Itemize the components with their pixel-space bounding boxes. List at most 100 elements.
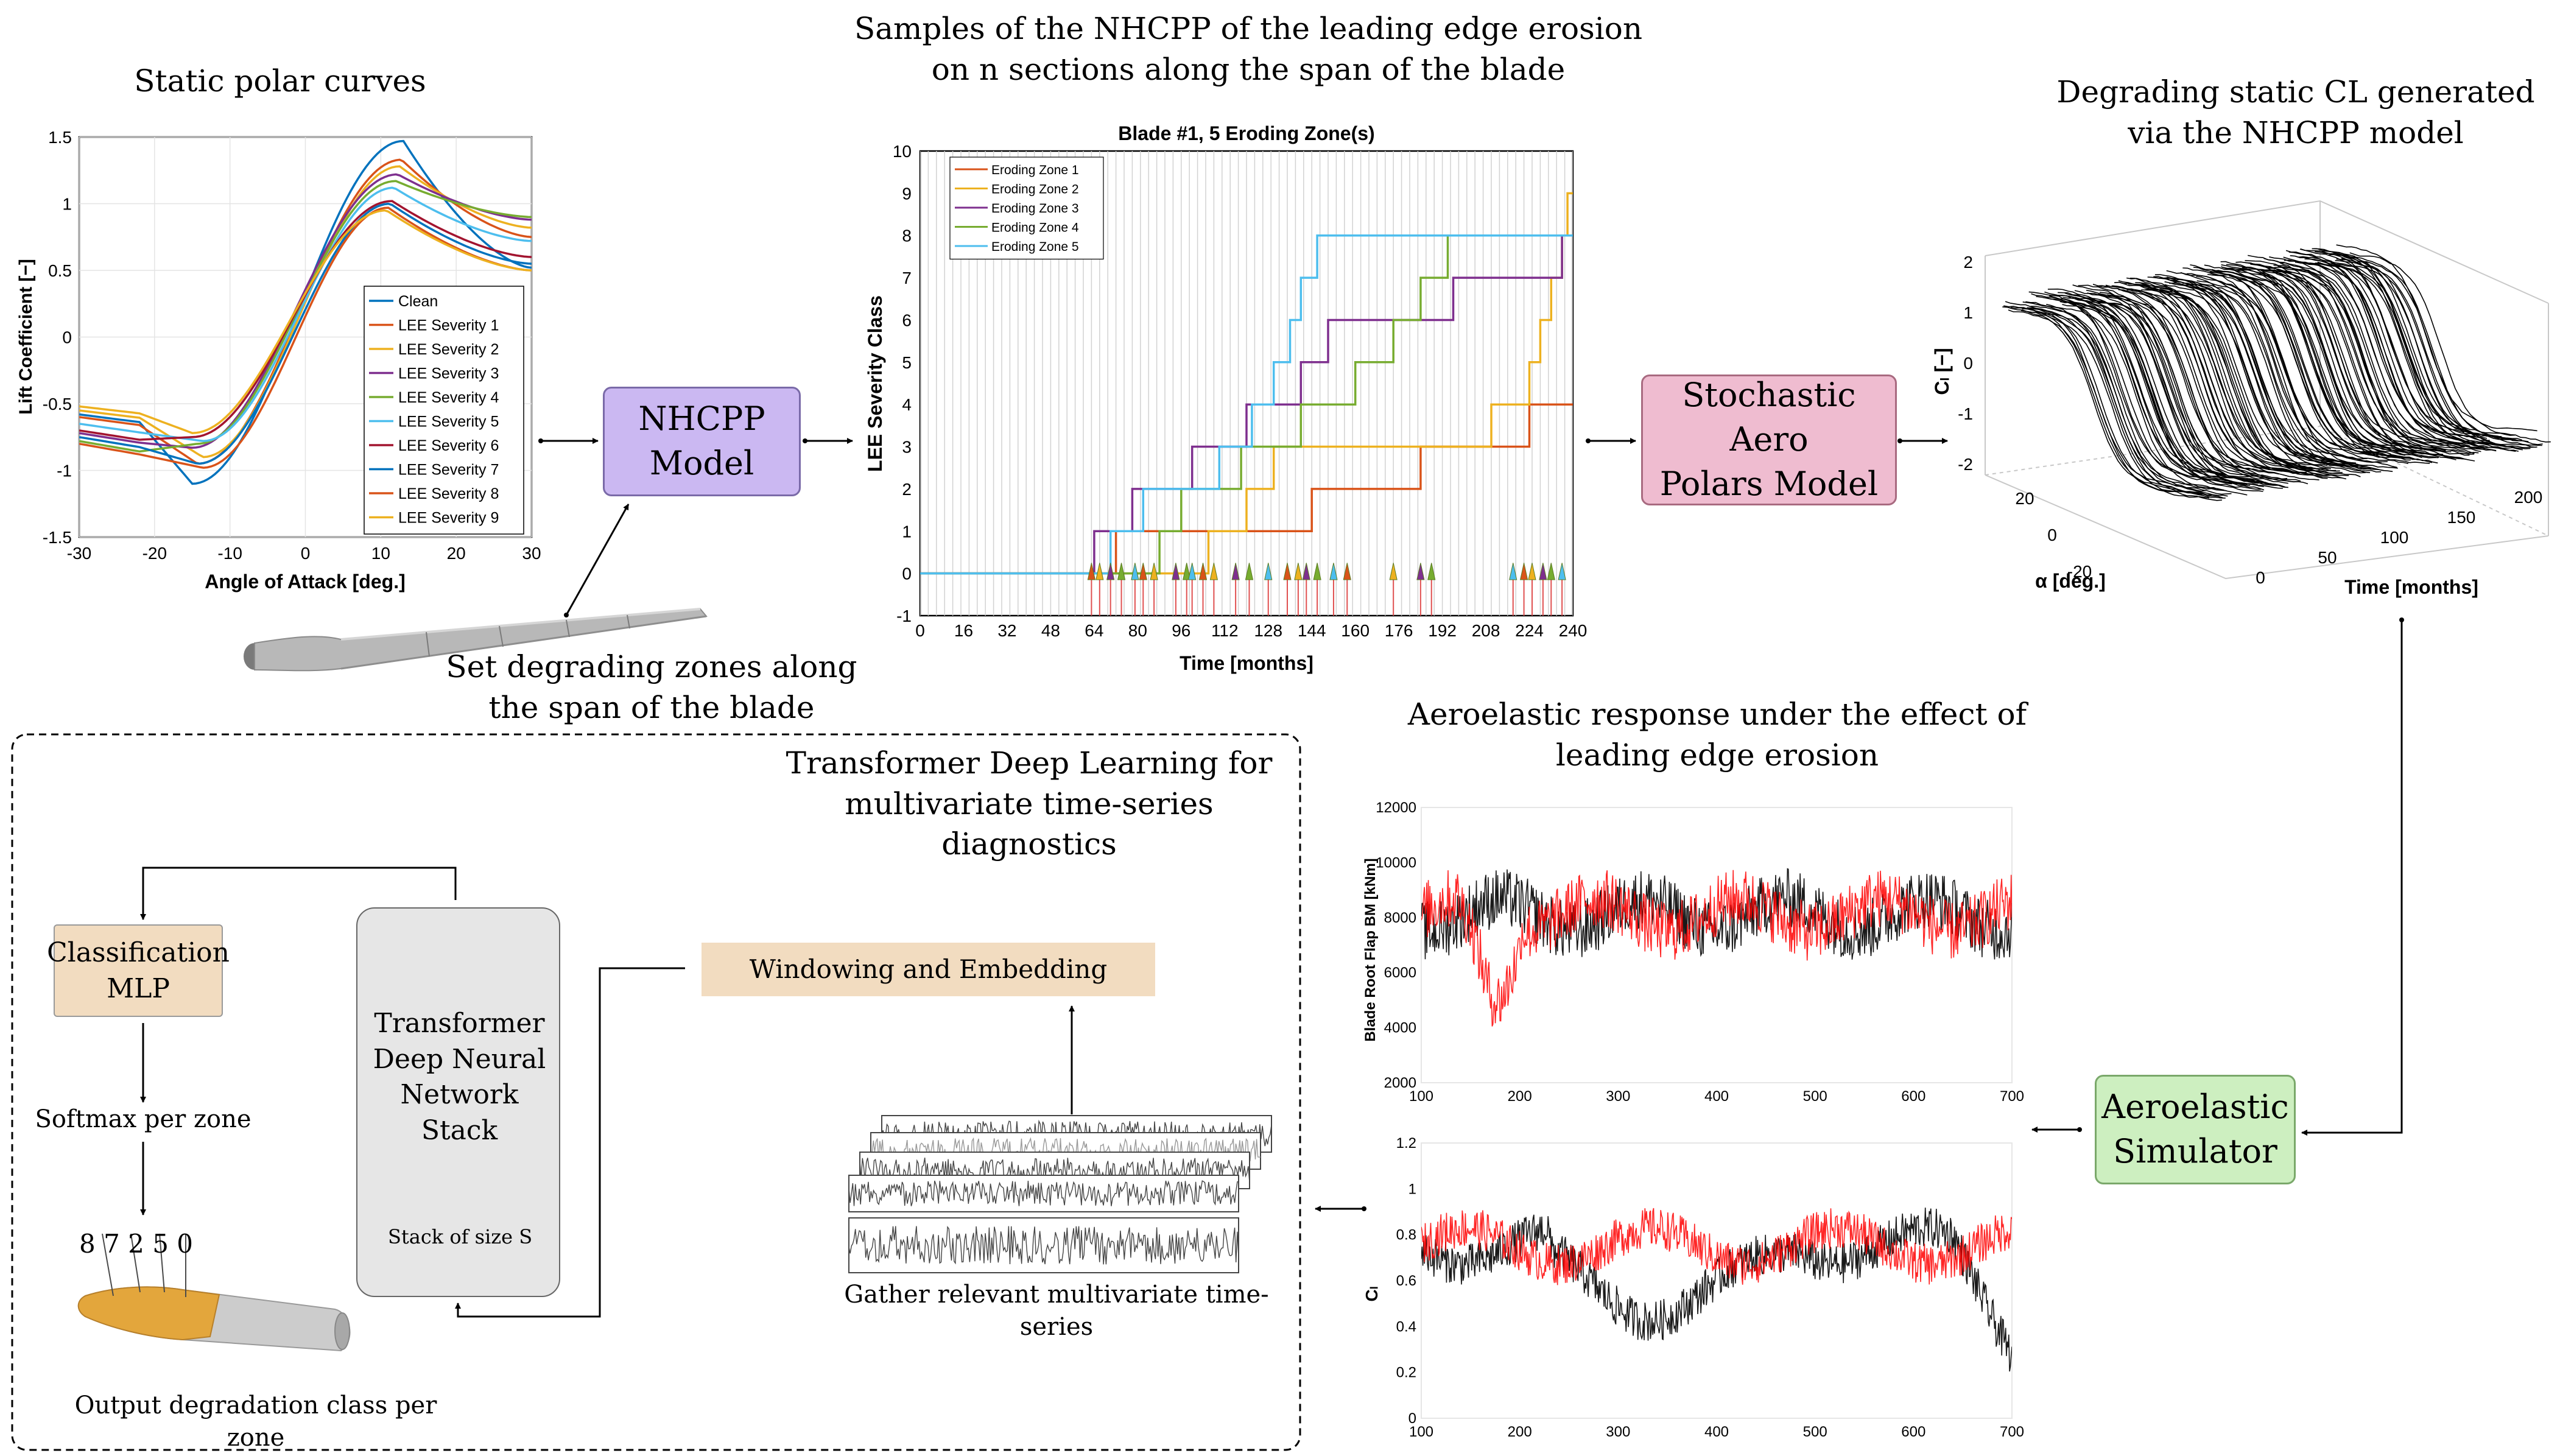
windowing-embedding-box[interactable]: Windowing and Embedding	[702, 943, 1155, 996]
polar-xtick: -10	[217, 544, 242, 563]
surface-curve	[2128, 283, 2330, 475]
surface-curve	[2277, 266, 2479, 454]
nhcpp-event-marker	[1389, 563, 1398, 580]
surface-curve	[2321, 261, 2523, 451]
nhcpp-event-marker	[1131, 563, 1139, 580]
nhcpp-xtick: 208	[1472, 621, 1500, 640]
surface-curve	[2207, 273, 2409, 464]
nhcpp-xtick: 16	[954, 621, 973, 640]
polar-legend-entry: LEE Severity 9	[398, 510, 499, 527]
polar-xlabel: Angle of Attack [deg.]	[205, 571, 405, 593]
polar-xtick: 30	[522, 544, 541, 563]
surface-alpha-label: α [deg.]	[2035, 570, 2106, 592]
nhcpp-event-marker	[1539, 563, 1547, 580]
surface-curve	[2059, 301, 2261, 490]
nhcpp-xtick: 240	[1559, 621, 1588, 640]
surface-alpha-tick: 20	[2015, 489, 2034, 508]
nhcpp-series-line	[920, 234, 1573, 575]
polar-legend-entry: LEE Severity 7	[398, 462, 499, 479]
nhcpp-legend-entry: Eroding Zone 2	[991, 183, 1079, 197]
surface-curve	[2204, 264, 2406, 456]
caption-static-polar: Static polar curves	[134, 63, 426, 99]
surface-curve	[2228, 275, 2430, 464]
surface-curve	[2020, 310, 2222, 501]
surface-curve	[2263, 258, 2465, 448]
surface-curve	[2062, 301, 2265, 491]
flap-ytick: 12000	[1376, 800, 1416, 816]
polar-ytick: -1.5	[43, 528, 72, 547]
transformer-section-title: Transformer Deep Learning for multivaria…	[786, 745, 1273, 862]
classification-mlp-box[interactable]: Classification MLP	[47, 924, 230, 1017]
surface-time-tick: 200	[2514, 488, 2543, 507]
surface-curve	[2341, 258, 2542, 446]
flap-ytick: 4000	[1384, 1020, 1416, 1036]
polar-series-line	[79, 206, 532, 469]
nhcpp-legend-entry: Eroding Zone 5	[991, 240, 1079, 254]
surface-curve	[2097, 294, 2299, 483]
nhcpp-ytick: 6	[902, 311, 912, 329]
surface-curve	[2105, 284, 2307, 474]
nhcpp-event-marker	[1416, 563, 1425, 580]
surface-curve	[2008, 309, 2210, 499]
surface-time-tick: 150	[2447, 508, 2476, 527]
gather-time-series-label: Gather relevant multivariate time-series	[844, 1281, 1269, 1342]
nhcpp-ytick: -1	[896, 607, 912, 625]
nhcpp-legend-entry: Eroding Zone 4	[991, 221, 1079, 235]
surface-alpha-tick: -20	[2067, 562, 2092, 581]
nhcpp-event-marker	[1329, 563, 1338, 580]
nhcpp-model-box[interactable]: NHCPP Model	[603, 387, 801, 496]
surface-curve	[2273, 266, 2475, 455]
surface-curve	[2024, 311, 2226, 499]
nhcpp-event-marker	[1294, 563, 1303, 580]
surface-curve	[2237, 269, 2439, 459]
nhcpp-ytick: 8	[902, 227, 912, 245]
nhcpp-xtick: 224	[1515, 621, 1544, 640]
aeroelastic-simulator-box[interactable]: Aeroelastic Simulator	[2095, 1075, 2296, 1184]
nhcpp-ytick: 2	[902, 480, 912, 499]
nhcpp-xtick: 144	[1298, 621, 1326, 640]
nhcpp-ytick: 3	[902, 438, 912, 457]
surface-cl-tick: -1	[1958, 404, 1973, 423]
flap-xtick: 700	[2000, 1088, 2024, 1105]
transformer-stack-box[interactable]: Transformer Deep Neural Network Stack St…	[356, 907, 560, 1297]
surface-time-tick: 0	[2256, 568, 2265, 587]
nhcpp-xtick: 192	[1428, 621, 1457, 640]
nhcpp-ytick: 9	[902, 184, 912, 203]
surface-curves	[2002, 244, 2551, 501]
flap-xtick: 600	[1901, 1088, 1925, 1105]
nhcpp-ylabel: LEE Severity Class	[864, 295, 886, 472]
nhcpp-xtick: 96	[1172, 621, 1190, 640]
surface-cl-tick: 1	[1963, 303, 1973, 322]
transformer-section-frame	[11, 733, 1301, 1451]
nhcpp-event-marker	[1209, 563, 1218, 580]
nhcpp-event-marker	[1139, 563, 1147, 580]
surface-curve	[2081, 300, 2283, 489]
surface-curve	[2182, 283, 2384, 471]
polar-ytick: -0.5	[43, 395, 72, 413]
polar-legend-entry: LEE Severity 4	[398, 389, 499, 406]
surface-curve	[2022, 308, 2224, 499]
flap-xtick: 100	[1409, 1088, 1433, 1105]
flap-xtick: 200	[1508, 1088, 1532, 1105]
surface-curve	[2164, 281, 2366, 470]
surface-curve	[2298, 256, 2499, 446]
flap-ytick: 10000	[1376, 854, 1416, 871]
surface-curve	[2336, 258, 2537, 448]
flap-xtick: 400	[1704, 1088, 1729, 1105]
nhcpp-event-marker	[1106, 563, 1115, 580]
stochastic-aero-polars-box[interactable]: Stochastic Aero Polars Model	[1641, 375, 1897, 505]
polar-xtick: 0	[301, 544, 311, 563]
nhcpp-title: Blade #1, 5 Eroding Zone(s)	[1118, 122, 1374, 144]
nhcpp-legend-entry: Eroding Zone 1	[991, 163, 1079, 177]
surface-curve	[2010, 306, 2212, 496]
nhcpp-xtick: 128	[1254, 621, 1282, 640]
flap-ytick: 8000	[1384, 910, 1416, 926]
softmax-label: Softmax per zone	[35, 1105, 251, 1133]
surface-curve	[2106, 294, 2309, 485]
clt-ytick: 0.6	[1396, 1273, 1416, 1289]
nhcpp-event-marker	[1150, 563, 1158, 580]
flap-series-line	[1421, 868, 2012, 960]
connector-blade-to-nhcpp	[564, 504, 630, 617]
